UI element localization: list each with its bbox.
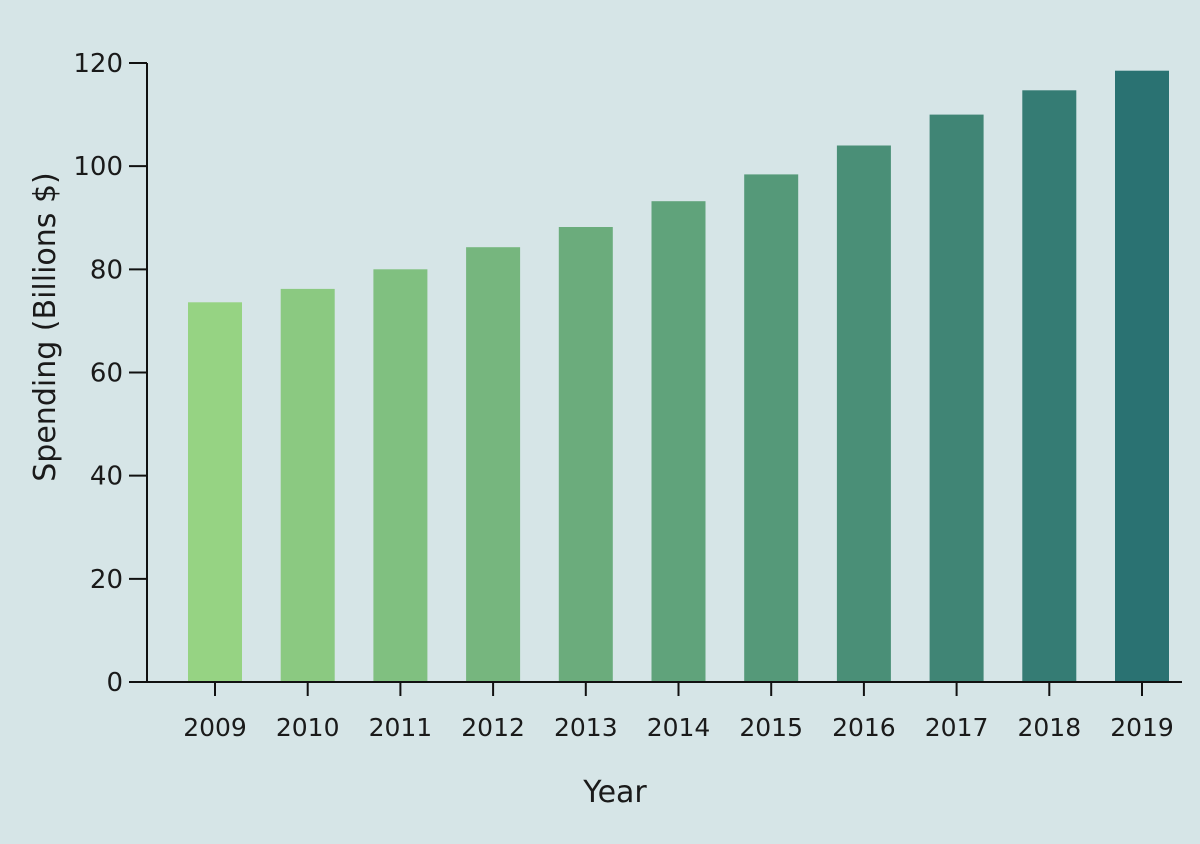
x-tick-label-2019: 2019 (1110, 713, 1174, 742)
bar-2017 (929, 114, 984, 683)
bar-2012 (466, 247, 521, 682)
axes-layer (129, 62, 1182, 696)
y-tick-label: 0 (106, 668, 123, 698)
x-tick-label-2017: 2017 (925, 713, 989, 742)
x-tick-label-2018: 2018 (1017, 713, 1081, 742)
x-tick-label-2012: 2012 (461, 713, 525, 742)
y-tick-label: 120 (73, 49, 123, 79)
bar-2011 (373, 269, 428, 682)
x-tick-label-2014: 2014 (647, 713, 711, 742)
bar-2018 (1022, 90, 1077, 683)
y-axis-title: Spending (Billions $) (28, 172, 63, 481)
x-tick-label-2009: 2009 (183, 713, 247, 742)
x-tick-label-2015: 2015 (739, 713, 803, 742)
bar-2019 (1115, 70, 1169, 682)
y-tick-label: 60 (90, 359, 123, 389)
bar-2013 (558, 227, 613, 682)
y-tick-label: 40 (90, 462, 123, 492)
y-tick-label: 100 (73, 152, 123, 182)
x-tick-label-2010: 2010 (276, 713, 340, 742)
x-axis-title: Year (582, 775, 647, 810)
bar-2016 (836, 145, 891, 682)
bars-layer (188, 70, 1169, 683)
bar-2009 (188, 302, 242, 682)
x-tick-label-2016: 2016 (832, 713, 896, 742)
y-tick-label: 80 (90, 255, 123, 285)
labels-layer: 0 20 40 60 80 100 120 2009 2010 2011 2012 2013 2014 2… (73, 49, 1173, 742)
bar-2015 (744, 174, 799, 682)
y-tick-label: 20 (90, 565, 123, 595)
bar-2010 (280, 288, 335, 682)
x-tick-label-2013: 2013 (554, 713, 618, 742)
bar-2014 (651, 201, 706, 682)
x-tick-label-2011: 2011 (369, 713, 433, 742)
